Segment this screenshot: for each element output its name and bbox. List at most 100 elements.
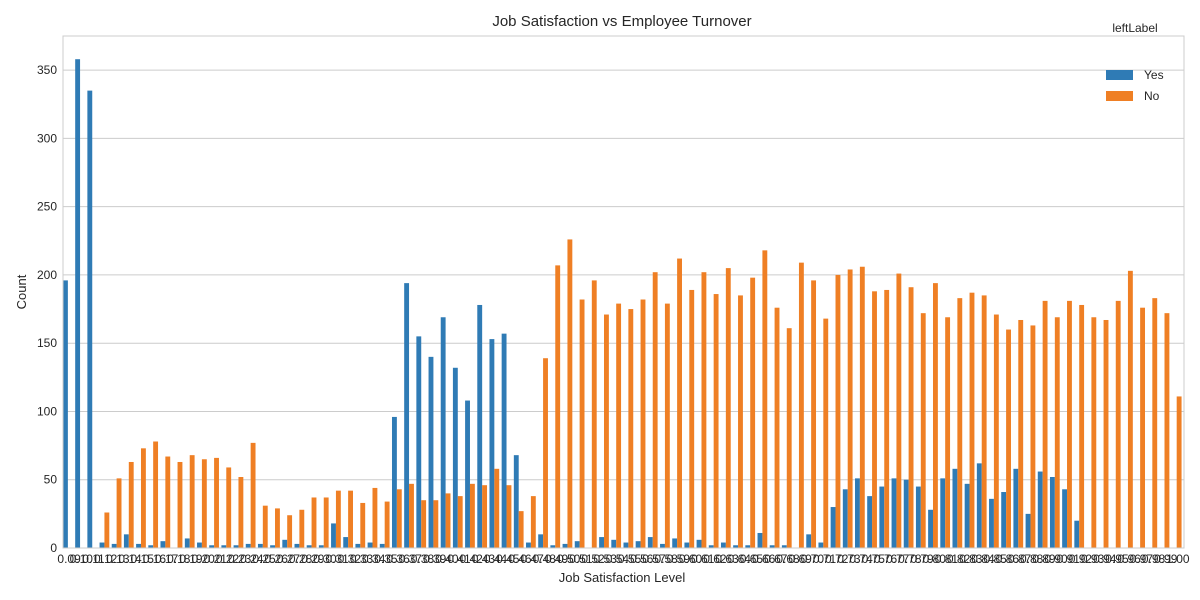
x-tick-label: 0.70 bbox=[801, 552, 825, 566]
bar-yes-0.46 bbox=[513, 455, 519, 548]
bar-no-0.45 bbox=[506, 485, 512, 548]
bar-yes-0.53 bbox=[599, 537, 605, 548]
x-tick-label: 0.42 bbox=[460, 552, 484, 566]
x-tick-label: 0.64 bbox=[728, 552, 752, 566]
legend-label-no: No bbox=[1144, 89, 1160, 103]
x-tick-label: 1.00 bbox=[1166, 552, 1190, 566]
bar-yes-0.63 bbox=[720, 542, 726, 548]
bar-no-1.00 bbox=[1176, 396, 1182, 548]
y-tick-label: 150 bbox=[37, 336, 57, 350]
x-tick-label: 0.19 bbox=[179, 552, 203, 566]
bar-yes-0.54 bbox=[611, 539, 617, 548]
x-tick-label: 0.83 bbox=[959, 552, 983, 566]
bar-no-0.52 bbox=[591, 280, 597, 548]
bar-no-0.74 bbox=[859, 266, 865, 548]
bar-no-0.32 bbox=[348, 490, 353, 548]
bar-yes-0.14 bbox=[123, 534, 129, 548]
bar-no-0.67 bbox=[774, 307, 780, 548]
bar-yes-0.86 bbox=[1001, 492, 1007, 548]
x-tick-label: 0.27 bbox=[277, 552, 301, 566]
bar-no-0.48 bbox=[543, 358, 548, 548]
bar-no-0.42 bbox=[469, 483, 475, 548]
bar-no-0.15 bbox=[140, 448, 146, 548]
bar-yes-0.57 bbox=[647, 537, 653, 548]
bar-yes-0.90 bbox=[1049, 477, 1055, 548]
legend-swatch-no bbox=[1106, 91, 1133, 101]
bar-yes-0.39 bbox=[428, 356, 434, 548]
bar-no-0.44 bbox=[494, 468, 500, 548]
bar-yes-0.85 bbox=[989, 498, 994, 548]
bar-no-0.62 bbox=[713, 294, 719, 548]
bar-yes-0.70 bbox=[806, 534, 812, 548]
legend-swatch-yes bbox=[1106, 70, 1133, 80]
x-tick-label: 0.91 bbox=[1057, 552, 1081, 566]
x-tick-label: 0.68 bbox=[776, 552, 800, 566]
bar-yes-0.23 bbox=[233, 545, 239, 548]
x-tick-label: 0.13 bbox=[106, 552, 130, 566]
y-tick-label: 200 bbox=[37, 268, 57, 282]
bar-no-0.23 bbox=[238, 477, 244, 548]
bar-no-0.22 bbox=[226, 467, 232, 548]
bar-no-0.25 bbox=[262, 505, 268, 548]
x-tick-label: 0.12 bbox=[94, 552, 118, 566]
x-tick-label: 0.29 bbox=[301, 552, 325, 566]
x-tick-label: 0.61 bbox=[691, 552, 715, 566]
x-tick-label: 0.58 bbox=[654, 552, 678, 566]
bar-no-0.57 bbox=[652, 272, 658, 548]
x-tick-label: 0.78 bbox=[898, 552, 922, 566]
bar-no-0.76 bbox=[884, 289, 890, 548]
bar-yes-0.67 bbox=[769, 545, 775, 548]
bar-no-0.46 bbox=[518, 511, 524, 548]
x-tick-label: 0.18 bbox=[167, 552, 191, 566]
bar-yes-0.76 bbox=[879, 486, 885, 548]
bar-no-0.95 bbox=[1115, 300, 1121, 548]
bar-no-0.58 bbox=[664, 303, 670, 548]
bar-no-0.69 bbox=[798, 262, 804, 548]
x-tick-label: 0.31 bbox=[325, 552, 349, 566]
y-axis-label: Count bbox=[14, 274, 29, 309]
bar-no-0.96 bbox=[1127, 270, 1133, 548]
x-tick-label: 0.77 bbox=[886, 552, 910, 566]
y-tick-label: 300 bbox=[37, 131, 57, 145]
x-tick-label: 0.87 bbox=[1008, 552, 1032, 566]
bar-no-0.43 bbox=[482, 485, 488, 548]
bar-no-0.92 bbox=[1079, 304, 1085, 548]
x-tick-label: 0.80 bbox=[923, 552, 947, 566]
bar-no-0.39 bbox=[433, 500, 439, 548]
bar-no-0.99 bbox=[1164, 313, 1170, 548]
x-tick-label: 0.79 bbox=[910, 552, 934, 566]
bar-no-0.40 bbox=[445, 493, 451, 548]
x-tick-label: 0.54 bbox=[606, 552, 630, 566]
x-tick-label: 0.98 bbox=[1142, 552, 1166, 566]
x-tick-label: 0.30 bbox=[313, 552, 337, 566]
bar-no-0.24 bbox=[250, 442, 256, 548]
bar-no-0.61 bbox=[701, 272, 707, 548]
x-tick-label: 0.20 bbox=[191, 552, 215, 566]
bar-yes-0.16 bbox=[148, 545, 154, 548]
x-tick-label: 0.46 bbox=[508, 552, 532, 566]
bar-yes-0.62 bbox=[708, 545, 714, 548]
bar-no-0.16 bbox=[153, 441, 159, 548]
bar-no-0.51 bbox=[579, 299, 585, 548]
bar-no-0.83 bbox=[969, 292, 975, 548]
bar-yes-0.35 bbox=[379, 543, 385, 548]
bar-yes-0.87 bbox=[1013, 468, 1019, 548]
x-tick-label: 0.89 bbox=[1032, 552, 1056, 566]
x-tick-label: 0.47 bbox=[520, 552, 544, 566]
x-tick-label: 0.52 bbox=[581, 552, 605, 566]
x-tick-label: 0.45 bbox=[496, 552, 520, 566]
bar-no-0.34 bbox=[372, 487, 378, 548]
bar-yes-0.27 bbox=[282, 539, 288, 548]
bar-no-0.87 bbox=[1018, 319, 1024, 548]
x-ticks: 0.090.100.110.120.130.140.150.160.170.18… bbox=[57, 552, 1189, 566]
x-tick-label: 0.21 bbox=[204, 552, 228, 566]
bar-yes-0.55 bbox=[623, 542, 629, 548]
x-tick-label: 0.99 bbox=[1154, 552, 1178, 566]
x-tick-label: 0.76 bbox=[874, 552, 898, 566]
bar-no-0.77 bbox=[896, 273, 902, 548]
bar-yes-0.34 bbox=[367, 542, 373, 548]
bar-yes-0.19 bbox=[184, 538, 190, 548]
bar-yes-0.80 bbox=[928, 509, 933, 548]
bar-yes-0.20 bbox=[197, 542, 202, 548]
bar-yes-0.59 bbox=[672, 538, 678, 548]
